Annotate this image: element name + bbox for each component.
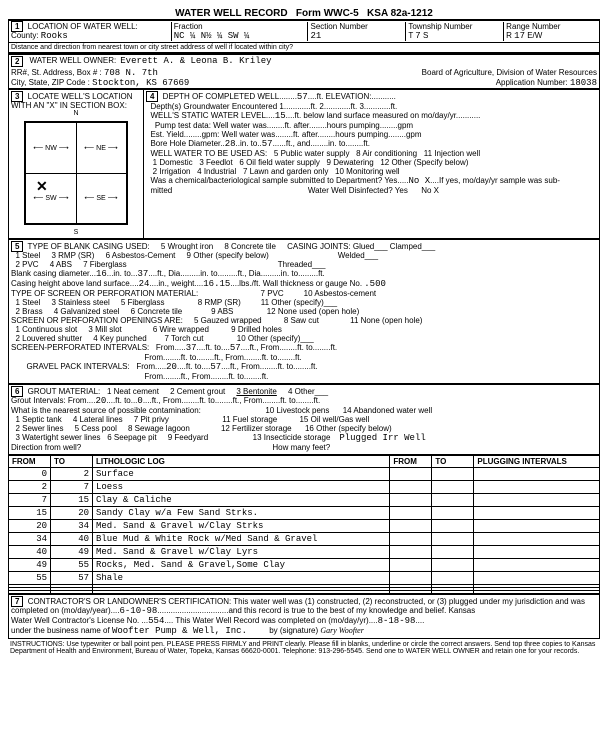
- box-6: 6: [11, 386, 23, 397]
- lithologic-log-table: FROMTOLITHOLOGIC LOGFROMTOPLUGGING INTER…: [8, 455, 600, 594]
- owner-name: Everett A. & Leona B. Kriley: [120, 56, 271, 67]
- box-7: 7: [11, 596, 23, 607]
- app-num: 18038: [570, 78, 597, 88]
- table-row: 715Clay & Caliche: [9, 494, 600, 507]
- casing-dia: 16: [96, 269, 107, 279]
- box-2: 2: [11, 56, 23, 67]
- gauge: .500: [364, 279, 386, 289]
- table-row: 4955Rocks, Med. Sand & Gravel,Some Clay: [9, 559, 600, 572]
- business: Woofter Pump & Well, Inc.: [112, 626, 247, 636]
- cert-text: CONTRACTOR'S OR LANDOWNER'S CERTIFICATIO…: [28, 597, 585, 606]
- table-row: 5557Shale: [9, 572, 600, 585]
- table-row: 4049Med. Sand & Gravel w/Clay Lyrs: [9, 546, 600, 559]
- owner-city: Stockton, KS 67669: [92, 78, 189, 88]
- casing-to: 37: [137, 269, 148, 279]
- instructions: INSTRUCTIONS: Use typewriter or ball poi…: [8, 639, 600, 657]
- cert-date2: 8-18-98: [378, 616, 416, 626]
- static-level: 15: [275, 111, 286, 121]
- no-x: No X: [409, 176, 431, 186]
- ksa: KSA 82a-1212: [367, 8, 433, 19]
- screen-to: 57: [230, 343, 241, 353]
- owner-addr: 708 N. 7th: [104, 68, 158, 78]
- contam-note: Plugged Irr Well: [339, 433, 425, 443]
- box-3: 3: [11, 91, 23, 102]
- table-row: 27Loess: [9, 481, 600, 494]
- bore-to: 57: [262, 139, 273, 149]
- table-row: 3440Blue Mud & White Rock w/Med Sand & G…: [9, 533, 600, 546]
- license: 554: [148, 616, 164, 626]
- bore-dia: 28: [225, 139, 236, 149]
- box-1: 1: [11, 21, 23, 32]
- grout-to: 0: [137, 396, 142, 406]
- box-4: 4: [146, 91, 158, 102]
- table-row: 2034Med. Sand & Gravel w/Clay Strks: [9, 520, 600, 533]
- depth-completed: 57: [297, 92, 308, 102]
- title: WATER WELL RECORD: [175, 8, 287, 19]
- casing-height: 24: [139, 279, 150, 289]
- grout-from: 20: [95, 396, 106, 406]
- location-box: ⟵ NW ⟶⟵ NE ⟶ ⟵ SW ⟶✕⟵ SE ⟶: [24, 121, 128, 225]
- gravel-to: 57: [210, 362, 221, 372]
- screen-from: 37: [186, 343, 197, 353]
- gravel-from: 20: [166, 362, 177, 372]
- casing-weight: 16.15: [203, 279, 230, 289]
- county: Rooks: [41, 31, 68, 41]
- township: 7: [415, 31, 420, 41]
- table-row: 02Surface: [9, 468, 600, 481]
- form-no: Form WWC-5: [296, 8, 359, 19]
- board: Board of Agriculture, Division of Water …: [422, 68, 597, 78]
- fraction: NC ¼ N½ ¼ SW ¼: [174, 31, 250, 41]
- table-row: 1520Sandy Clay w/a Few Sand Strks.: [9, 507, 600, 520]
- range: 17: [514, 31, 525, 41]
- cert-date1: 6-10-98: [120, 606, 158, 616]
- section: 21: [310, 31, 321, 41]
